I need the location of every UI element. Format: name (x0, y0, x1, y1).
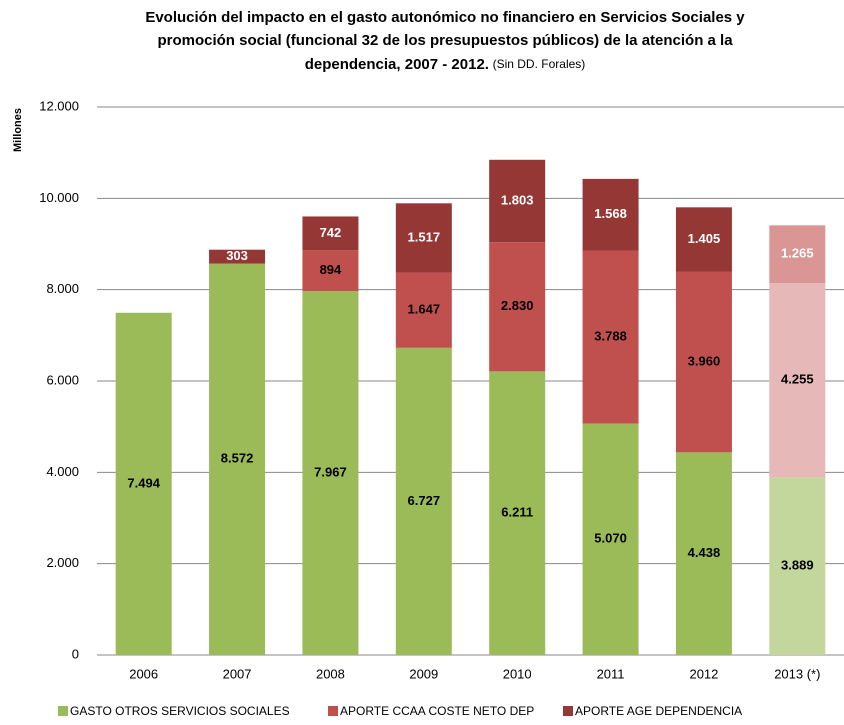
data-label: 1.568 (594, 206, 627, 221)
data-label: 1.803 (501, 192, 534, 207)
data-label: 742 (320, 225, 342, 240)
data-label: 2.830 (501, 298, 534, 313)
bar-segment (582, 423, 639, 655)
bar-segment (395, 272, 452, 348)
legend-swatch (58, 706, 68, 716)
data-label: 894 (320, 262, 342, 277)
y-axis-label: Millones (12, 108, 24, 152)
chart-subtitle: (Sin DD. Forales) (493, 57, 586, 71)
legend-swatch (563, 706, 573, 716)
chart-title: Evolución del impacto en el gasto autonó… (145, 9, 745, 26)
x-tick-label: 2012 (689, 666, 718, 681)
bar-segment (302, 250, 359, 292)
bar-segment (489, 159, 546, 243)
bar-segment (302, 291, 359, 655)
bar-segment (675, 271, 732, 453)
data-label: 1.647 (408, 302, 441, 317)
y-tick-label: 6.000 (46, 372, 79, 387)
x-tick-label: 2009 (409, 666, 438, 681)
x-tick-label: 2007 (223, 666, 252, 681)
bar-segment (489, 242, 546, 372)
chart-title: promoción social (funcional 32 de los pr… (157, 32, 733, 49)
x-tick-label: 2008 (316, 666, 345, 681)
legend-label: GASTO OTROS SERVICIOS SOCIALES (70, 704, 290, 718)
bar-segment (769, 225, 826, 284)
data-label: 1.265 (781, 246, 814, 261)
data-label: 3.960 (688, 353, 721, 368)
data-label: 1.517 (408, 229, 441, 244)
data-label: 8.572 (221, 451, 254, 466)
bar-segment (489, 371, 546, 655)
x-tick-label: 2010 (503, 666, 532, 681)
y-tick-label: 12.000 (39, 98, 79, 113)
bar-segment (582, 250, 639, 424)
chart-title: dependencia, 2007 - 2012. (305, 56, 489, 73)
bar-segment (302, 216, 359, 251)
bar-segment (395, 347, 452, 655)
data-label: 3.889 (781, 558, 814, 573)
bar-segment (582, 178, 639, 251)
bar-segment (675, 207, 732, 272)
bar-segment (769, 283, 826, 478)
data-label: 4.438 (688, 545, 721, 560)
bar-segment (769, 477, 826, 655)
x-tick-label: 2011 (597, 666, 625, 681)
y-tick-label: 0 (72, 646, 79, 661)
legend-label: APORTE AGE DEPENDENCIA (575, 704, 742, 718)
bar-segment (675, 452, 732, 655)
legend-swatch (328, 706, 338, 716)
chart-title: dependencia, 2007 - 2012. (Sin DD. Foral… (305, 56, 586, 73)
bar-segment (209, 263, 266, 655)
bar-segment (395, 203, 452, 273)
x-tick-label: 2013 (*) (774, 666, 820, 681)
data-label: 6.727 (408, 493, 441, 508)
data-label: 3.788 (594, 328, 627, 343)
data-label: 7.967 (314, 465, 347, 480)
x-tick-label: 2006 (129, 666, 158, 681)
data-label: 303 (226, 248, 248, 263)
legend-label: APORTE CCAA COSTE NETO DEP (340, 704, 534, 718)
data-label: 6.211 (501, 505, 533, 520)
y-tick-label: 2.000 (46, 555, 79, 570)
data-label: 5.070 (594, 531, 627, 546)
y-tick-label: 4.000 (46, 464, 79, 479)
data-label: 7.494 (127, 475, 160, 490)
data-label: 4.255 (781, 372, 814, 387)
bar-segment (209, 249, 266, 264)
data-label: 1.405 (688, 231, 721, 246)
y-tick-label: 8.000 (46, 281, 79, 296)
y-tick-label: 10.000 (39, 190, 79, 205)
bar-segment (115, 312, 172, 655)
